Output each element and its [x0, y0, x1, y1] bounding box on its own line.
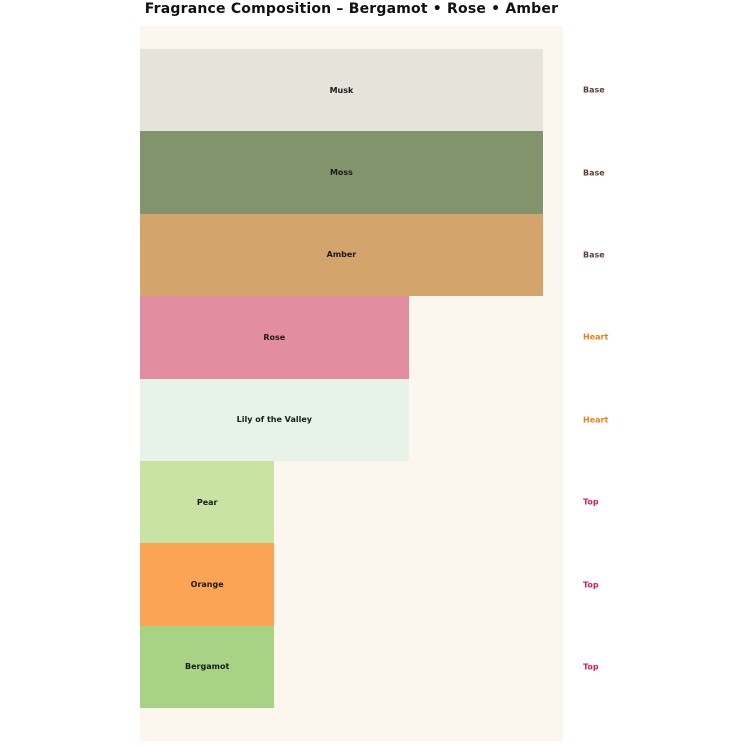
layer-label-base-2: Base — [583, 250, 605, 260]
layer-label-top-6: Top — [583, 580, 599, 590]
bar-label-rose: Rose — [263, 332, 286, 342]
bar-label-musk: Musk — [329, 85, 354, 95]
bar-label-amber: Amber — [326, 250, 357, 260]
bar-lily-of-the-valley: Lily of the Valley — [140, 378, 409, 461]
layer-label-top-5: Top — [583, 497, 599, 507]
bar-label-moss: Moss — [329, 168, 353, 178]
bar-label-bergamot: Bergamot — [185, 662, 230, 672]
chart-title: Fragrance Composition – Bergamot • Rose … — [144, 1, 559, 17]
bar-musk: Musk — [140, 49, 543, 132]
bar-pear: Pear — [140, 461, 275, 544]
layer-label-heart-3: Heart — [583, 332, 609, 342]
layer-label-top-7: Top — [583, 662, 599, 672]
plot-area: Musk Moss Amber Rose Lily of the Valley Pear O… — [140, 26, 563, 741]
bar-amber: Amber — [140, 213, 543, 297]
bar-rose: Rose — [140, 296, 409, 379]
bar-label-pear: Pear — [196, 497, 218, 507]
layer-label-base-1: Base — [583, 168, 605, 178]
bar-label-lily-of-the-valley: Lily of the Valley — [236, 415, 312, 425]
layer-label-heart-4: Heart — [583, 415, 609, 425]
bar-bergamot: Bergamot — [140, 625, 275, 709]
bar-label-orange: Orange — [190, 580, 224, 590]
bar-moss: Moss — [140, 131, 543, 214]
bar-orange: Orange — [140, 543, 275, 626]
layer-label-base-0: Base — [583, 85, 605, 95]
